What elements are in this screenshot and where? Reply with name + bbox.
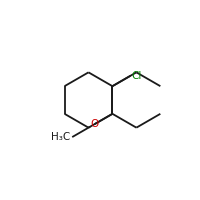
Text: Cl: Cl — [132, 71, 142, 81]
Text: O: O — [90, 119, 99, 129]
Text: H₃C: H₃C — [51, 132, 70, 142]
